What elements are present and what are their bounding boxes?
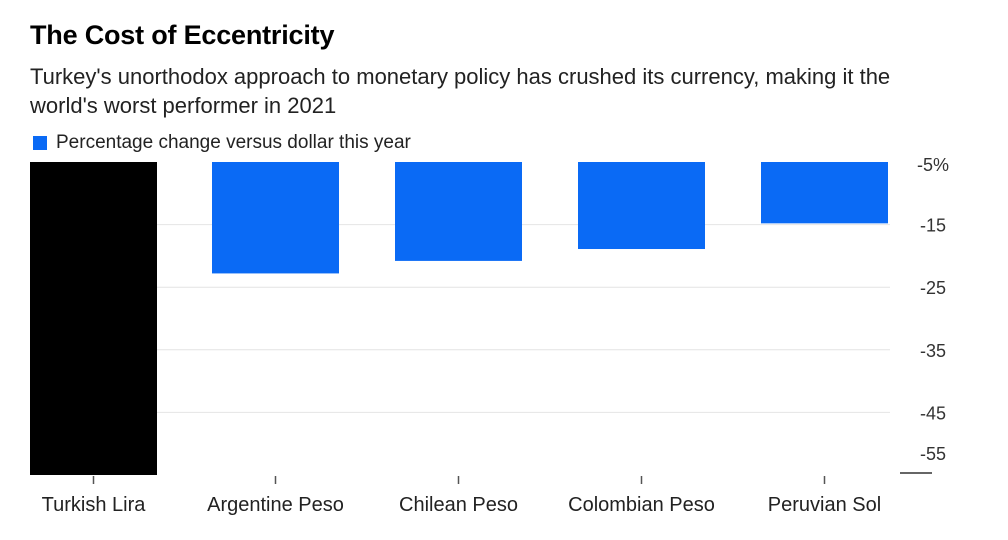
y-tick-label: -5% [917, 155, 949, 175]
bar [212, 162, 339, 274]
y-tick-label: -55 [920, 444, 946, 464]
y-tick-label: -25 [920, 278, 946, 298]
x-tick-label: Colombian Peso [568, 494, 715, 516]
bar [761, 162, 888, 224]
x-tick-label: Argentine Peso [207, 494, 344, 516]
chart-title: The Cost of Eccentricity [30, 20, 335, 50]
legend-swatch [33, 136, 47, 150]
x-tick-label: Chilean Peso [399, 494, 518, 516]
chart-subtitle: Turkey's unorthodox approach to monetary… [30, 64, 891, 118]
bar [30, 162, 157, 475]
legend: Percentage change versus dollar this yea… [33, 132, 411, 154]
bar [395, 162, 522, 261]
bar [578, 162, 705, 250]
x-tick-label: Peruvian Sol [768, 494, 881, 516]
y-tick-label: -15 [920, 216, 946, 236]
y-tick-label: -45 [920, 403, 946, 423]
y-tick-label: -35 [920, 341, 946, 361]
legend-label: Percentage change versus dollar this yea… [56, 132, 411, 153]
x-tick-label: Turkish Lira [42, 494, 147, 516]
